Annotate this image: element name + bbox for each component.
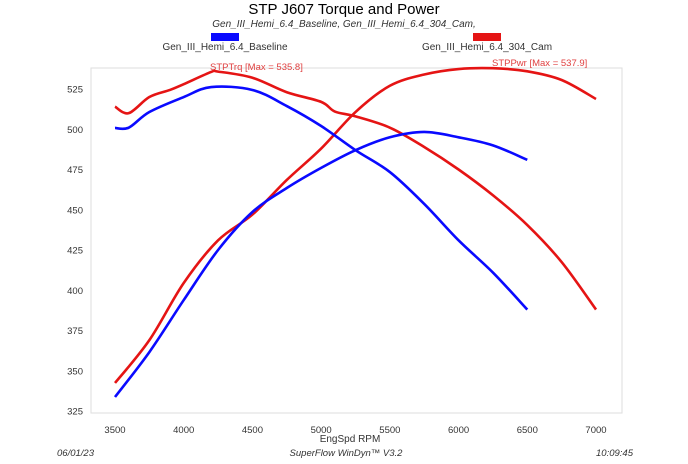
- footer-time: 10:09:45: [596, 448, 634, 459]
- x-tick-label: 5000: [311, 425, 332, 436]
- chart-title: STP J607 Torque and Power: [248, 1, 439, 18]
- series-line-stptrq-cam: [114, 69, 598, 311]
- y-tick-label: 375: [67, 326, 83, 337]
- legend-label-baseline: Gen_III_Hemi_6.4_Baseline: [162, 42, 288, 53]
- series-line-stppwr-baseline: [113, 130, 528, 398]
- y-tick-label: 450: [67, 205, 83, 216]
- footer-date: 06/01/23: [57, 448, 95, 459]
- x-tick-label: 3500: [104, 425, 125, 436]
- x-tick-label: 6500: [517, 425, 538, 436]
- annotation-pwr-max: STPPwr [Max = 537.9]: [492, 58, 587, 69]
- plot-area: [90, 67, 623, 414]
- legend-swatch-baseline: [211, 33, 239, 41]
- y-tick-label: 525: [67, 85, 83, 96]
- footer-software: SuperFlow WinDyn™ V3.2: [290, 448, 404, 459]
- x-tick-label: 5500: [379, 425, 400, 436]
- x-tick-label: 4000: [173, 425, 194, 436]
- series-line-stppwr-cam: [113, 66, 597, 384]
- x-axis-label: EngSpd RPM: [320, 434, 381, 445]
- x-tick-label: 4500: [242, 425, 263, 436]
- y-tick-label: 325: [67, 407, 83, 418]
- y-tick-label: 425: [67, 246, 83, 257]
- x-tick-label: 6000: [448, 425, 469, 436]
- y-tick-label: 500: [67, 125, 83, 136]
- y-tick-label: 475: [67, 165, 83, 176]
- series-line-stptrq-baseline: [114, 85, 529, 311]
- legend-swatch-cam: [473, 33, 501, 41]
- y-tick-label: 400: [67, 286, 83, 297]
- chart-subtitle: Gen_III_Hemi_6.4_Baseline, Gen_III_Hemi_…: [212, 19, 476, 30]
- legend-label-cam: Gen_III_Hemi_6.4_304_Cam: [422, 42, 552, 53]
- y-tick-label: 350: [67, 366, 83, 377]
- annotation-trq-max: STPTrq [Max = 535.8]: [210, 62, 303, 73]
- x-tick-label: 7000: [585, 425, 606, 436]
